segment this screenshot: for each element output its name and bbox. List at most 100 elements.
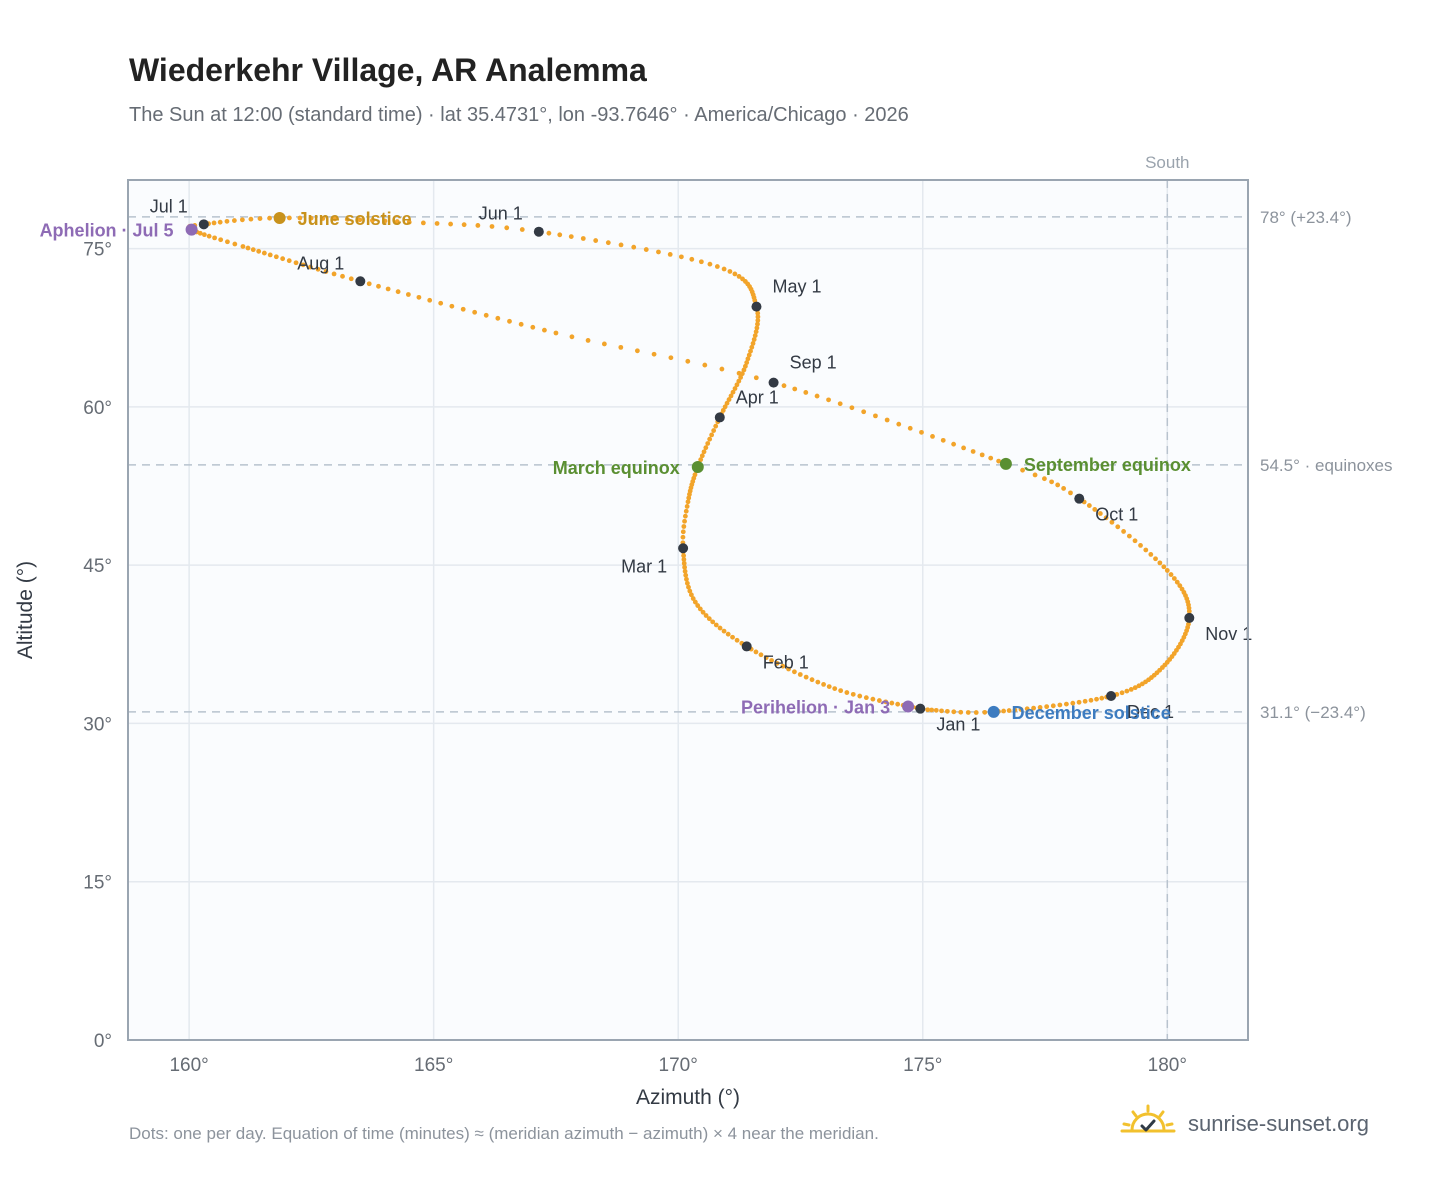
day-dot [1128, 686, 1134, 692]
day-dot [870, 696, 876, 702]
day-dot [749, 344, 755, 350]
month-marker [751, 301, 762, 312]
event-marker [691, 461, 704, 474]
day-dot [1006, 708, 1012, 713]
day-dot [713, 423, 719, 429]
day-dot [438, 300, 444, 306]
day-dot [809, 677, 815, 683]
x-tick-label: 160° [169, 1055, 208, 1076]
day-dot [212, 235, 217, 241]
day-dot [286, 258, 292, 264]
day-dot [734, 637, 740, 643]
event-label: Aphelion · Jul 5 [40, 221, 174, 241]
day-dot [982, 709, 988, 715]
day-dot [239, 217, 245, 223]
day-dot [232, 241, 238, 247]
day-dot [667, 252, 673, 257]
day-dot [218, 237, 224, 243]
meridian-label: South [1145, 153, 1189, 172]
day-dot [692, 472, 698, 478]
day-dot [1020, 467, 1025, 473]
day-dot [703, 445, 709, 451]
day-dot [719, 366, 725, 372]
day-dot [873, 413, 878, 419]
day-dot [895, 701, 901, 707]
day-dot [725, 631, 731, 637]
month-label: Mar 1 [621, 556, 667, 576]
day-dot [1157, 560, 1163, 566]
day-dot [861, 409, 867, 415]
day-dot [940, 437, 946, 443]
y-tick-label: 75° [83, 240, 112, 261]
month-marker [714, 412, 725, 423]
day-dot [973, 710, 979, 715]
y-tick-label: 15° [83, 873, 112, 894]
day-dot [786, 666, 791, 672]
day-dot [680, 529, 686, 535]
day-dot [797, 672, 803, 677]
x-tick-label: 165° [414, 1055, 453, 1076]
day-dot [308, 264, 313, 270]
day-dot [1031, 705, 1036, 711]
day-dot [434, 221, 440, 226]
day-dot [376, 283, 381, 289]
event-marker [999, 457, 1012, 470]
day-dot [1177, 583, 1183, 589]
day-dot [1086, 503, 1092, 508]
day-dot [668, 355, 674, 361]
day-dot [261, 250, 267, 256]
day-dot [753, 649, 759, 655]
day-dot [919, 429, 924, 435]
day-dot [1061, 486, 1067, 491]
day-dot [774, 660, 780, 666]
day-dot [273, 254, 279, 260]
month-label: Oct 1 [1095, 505, 1138, 525]
day-dot [366, 281, 372, 287]
month-label: Jan 1 [936, 715, 980, 735]
month-marker [915, 703, 926, 714]
plot-area [128, 180, 1248, 1040]
day-dot [293, 260, 299, 266]
page-subtitle: The Sun at 12:00 (standard time) · lat 3… [129, 104, 909, 126]
day-dot [280, 256, 286, 262]
day-dot [267, 215, 272, 221]
month-label: May 1 [772, 277, 821, 297]
day-dot [803, 674, 809, 680]
day-dot [792, 669, 797, 675]
day-dot [685, 499, 691, 505]
day-dot [382, 218, 388, 224]
day-dot [250, 247, 256, 253]
day-dot [308, 215, 314, 221]
month-marker [355, 276, 366, 287]
day-dot [656, 249, 661, 255]
day-dot [703, 613, 709, 618]
day-dot [1097, 511, 1103, 516]
day-dot [753, 329, 759, 335]
day-dot [320, 216, 326, 221]
day-dot [683, 508, 689, 514]
brand[interactable]: sunrise-sunset.org [1120, 1104, 1369, 1144]
day-dot [883, 699, 889, 705]
day-dot [933, 707, 939, 713]
day-dot [678, 254, 684, 260]
day-dot [681, 524, 687, 529]
brand-name[interactable]: sunrise-sunset.org [1188, 1111, 1369, 1136]
day-dot [907, 425, 913, 431]
month-label: Feb 1 [763, 652, 809, 672]
day-dot [690, 596, 696, 601]
day-dot [746, 352, 752, 358]
day-dot [568, 234, 574, 239]
day-dot [732, 271, 738, 277]
day-dot [930, 433, 935, 439]
reference-label: 54.5° · equinoxes [1260, 456, 1393, 475]
sun-check-icon [1120, 1104, 1176, 1133]
day-dot [745, 356, 751, 362]
day-dot [405, 292, 411, 297]
month-marker [533, 226, 544, 237]
day-dot [700, 609, 706, 615]
reference-label: 78° (+23.4°) [1260, 208, 1352, 227]
day-dot [300, 262, 306, 268]
month-label: Dec 1 [1127, 702, 1174, 722]
day-dot [297, 215, 303, 221]
